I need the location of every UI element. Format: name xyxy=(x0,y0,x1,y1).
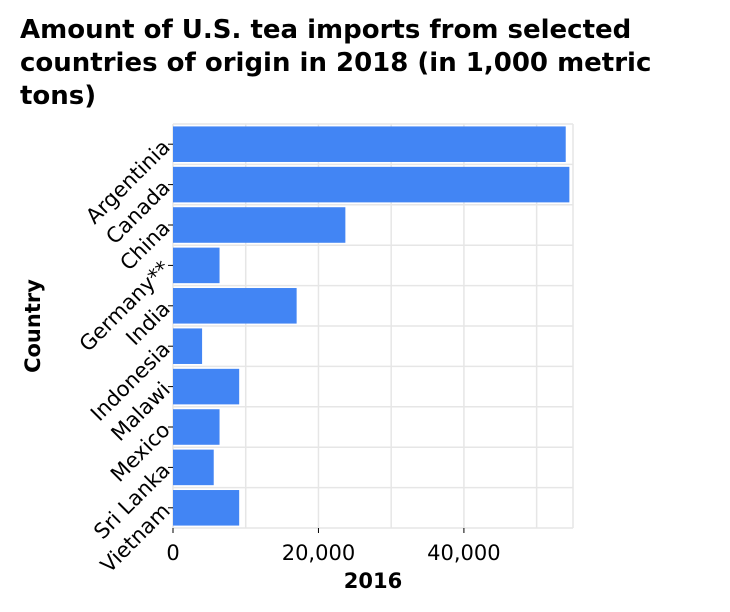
bar-india xyxy=(173,288,297,324)
x-tick-label: 20,000 xyxy=(282,541,355,565)
x-tick-labels: 0 20,000 40,000 xyxy=(166,528,501,565)
bar-sri-lanka xyxy=(173,449,214,486)
x-tick-label: 40,000 xyxy=(427,541,500,565)
x-axis-title: 2016 xyxy=(344,569,402,593)
bar-indonesia xyxy=(173,328,203,364)
chart-title: Amount of U.S. tea imports from selected… xyxy=(20,15,652,111)
y-axis-title: Country xyxy=(21,279,45,373)
bar-china xyxy=(173,207,346,243)
bar-canada xyxy=(173,166,570,203)
grid-lines xyxy=(172,123,574,529)
bar-mexico xyxy=(173,409,220,445)
bar-malawi xyxy=(173,368,240,405)
y-tick-labels: ArgentiniaCanadaChinaGermany**IndiaIndon… xyxy=(75,135,175,577)
bar-argentinia xyxy=(173,126,566,162)
bar-vietnam xyxy=(173,490,240,526)
bar-germany xyxy=(173,247,220,284)
bars xyxy=(173,126,570,526)
x-tick-label: 0 xyxy=(166,541,179,565)
